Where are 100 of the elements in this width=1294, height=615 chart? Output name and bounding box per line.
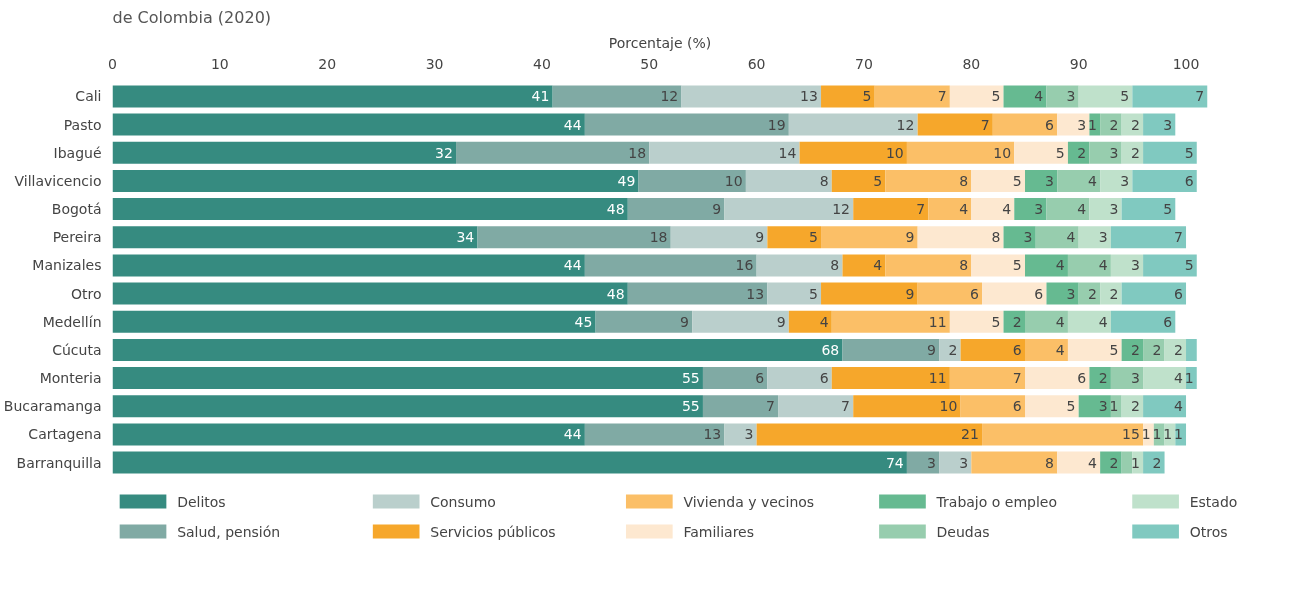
data-label: 6 [1077, 370, 1087, 387]
data-label: 10 [993, 144, 1012, 161]
data-label: 5 [1066, 398, 1076, 415]
bar [638, 169, 746, 192]
data-label: 3 [1130, 370, 1140, 387]
data-label: 6 [1045, 116, 1055, 133]
bar [1025, 254, 1068, 277]
bar [1046, 198, 1090, 221]
data-label: 1 [1109, 398, 1119, 415]
bar [692, 310, 789, 333]
bar [949, 85, 1004, 108]
data-label: 3 [1109, 201, 1119, 218]
data-label: 1 [1173, 426, 1183, 443]
bar [949, 367, 1025, 390]
chart-title: de Colombia (2020) [112, 7, 272, 27]
data-label: 55 [681, 370, 700, 387]
data-label: 5 [862, 88, 872, 105]
data-label: 55 [681, 398, 700, 415]
bar [982, 423, 1144, 446]
bar [1057, 169, 1101, 192]
data-label: 4 [1066, 229, 1076, 246]
bar [1025, 395, 1079, 418]
x-tick-label: 0 [108, 55, 117, 72]
bar [885, 254, 972, 277]
data-label: 8 [830, 257, 840, 274]
bar [112, 198, 628, 221]
bar [112, 310, 596, 333]
data-label: 3 [1023, 229, 1033, 246]
bar [670, 226, 768, 249]
bar [552, 85, 682, 108]
bar [756, 254, 843, 277]
y-tick-label: Ibagué [53, 144, 102, 161]
data-label: 12 [832, 201, 851, 218]
data-label: 19 [767, 116, 786, 133]
bar [1110, 310, 1176, 333]
bar [595, 310, 693, 333]
data-label: 7 [1173, 229, 1183, 246]
data-label: 15 [1122, 426, 1140, 443]
data-label: 2 [1109, 285, 1119, 302]
data-label: 4 [819, 313, 829, 330]
bar [1035, 226, 1079, 249]
data-label: 11 [928, 313, 947, 330]
data-label: 4 [1098, 313, 1108, 330]
x-tick-label: 100 [1172, 55, 1200, 72]
data-label: 2 [1173, 341, 1183, 358]
data-label: 3 [1045, 172, 1054, 189]
data-label: 13 [703, 426, 722, 443]
data-label: 3 [926, 454, 936, 471]
data-label: 48 [606, 285, 625, 302]
x-tick-label: 50 [640, 55, 659, 72]
bar [788, 310, 832, 333]
bar [1121, 282, 1187, 305]
x-tick-label: 20 [318, 55, 337, 72]
bar [788, 113, 918, 136]
data-label: 6 [755, 370, 765, 387]
bar [971, 451, 1058, 474]
bar [917, 113, 993, 136]
bar [112, 169, 639, 192]
data-label: 49 [617, 172, 636, 189]
data-label: 6 [1184, 172, 1194, 189]
bar [1067, 254, 1111, 277]
bar [112, 226, 478, 249]
bar [112, 141, 457, 164]
bar [112, 113, 585, 136]
data-label: 16 [735, 257, 754, 274]
bar [1100, 451, 1122, 474]
legend-label: Servicios públicos [430, 523, 556, 540]
bar [874, 85, 950, 108]
data-label: 2 [1130, 144, 1140, 161]
bar [1110, 254, 1144, 277]
bar [1078, 226, 1111, 249]
y-tick-label: Cúcuta [52, 341, 102, 358]
data-label: 2 [1109, 454, 1119, 471]
bar [584, 113, 789, 136]
data-label: 5 [1055, 144, 1065, 161]
data-label: 5 [808, 229, 818, 246]
data-label: 2 [1077, 144, 1087, 161]
data-label: 7 [1195, 88, 1205, 105]
legend-label: Familiares [683, 523, 755, 540]
bar [756, 423, 983, 446]
data-label: 2 [1152, 341, 1162, 358]
data-label: 6 [1163, 313, 1173, 330]
data-label: 3 [1077, 116, 1087, 133]
bar [799, 141, 907, 164]
data-label: 1 [1141, 426, 1151, 443]
data-label: 5 [1163, 201, 1173, 218]
data-label: 3 [744, 426, 754, 443]
bar [1110, 367, 1144, 390]
data-label: 4 [1034, 88, 1044, 105]
legend-label: Vivienda y vecinos [683, 493, 815, 510]
bar [1046, 282, 1079, 305]
data-label: 3 [1163, 116, 1173, 133]
data-label: 2 [1098, 370, 1108, 387]
data-label: 3 [1109, 144, 1119, 161]
bar [767, 282, 822, 305]
data-label: 4 [1098, 257, 1108, 274]
x-tick-label: 40 [533, 55, 551, 72]
data-label: 9 [680, 313, 689, 330]
bar [1132, 85, 1208, 108]
bar [1100, 113, 1122, 136]
